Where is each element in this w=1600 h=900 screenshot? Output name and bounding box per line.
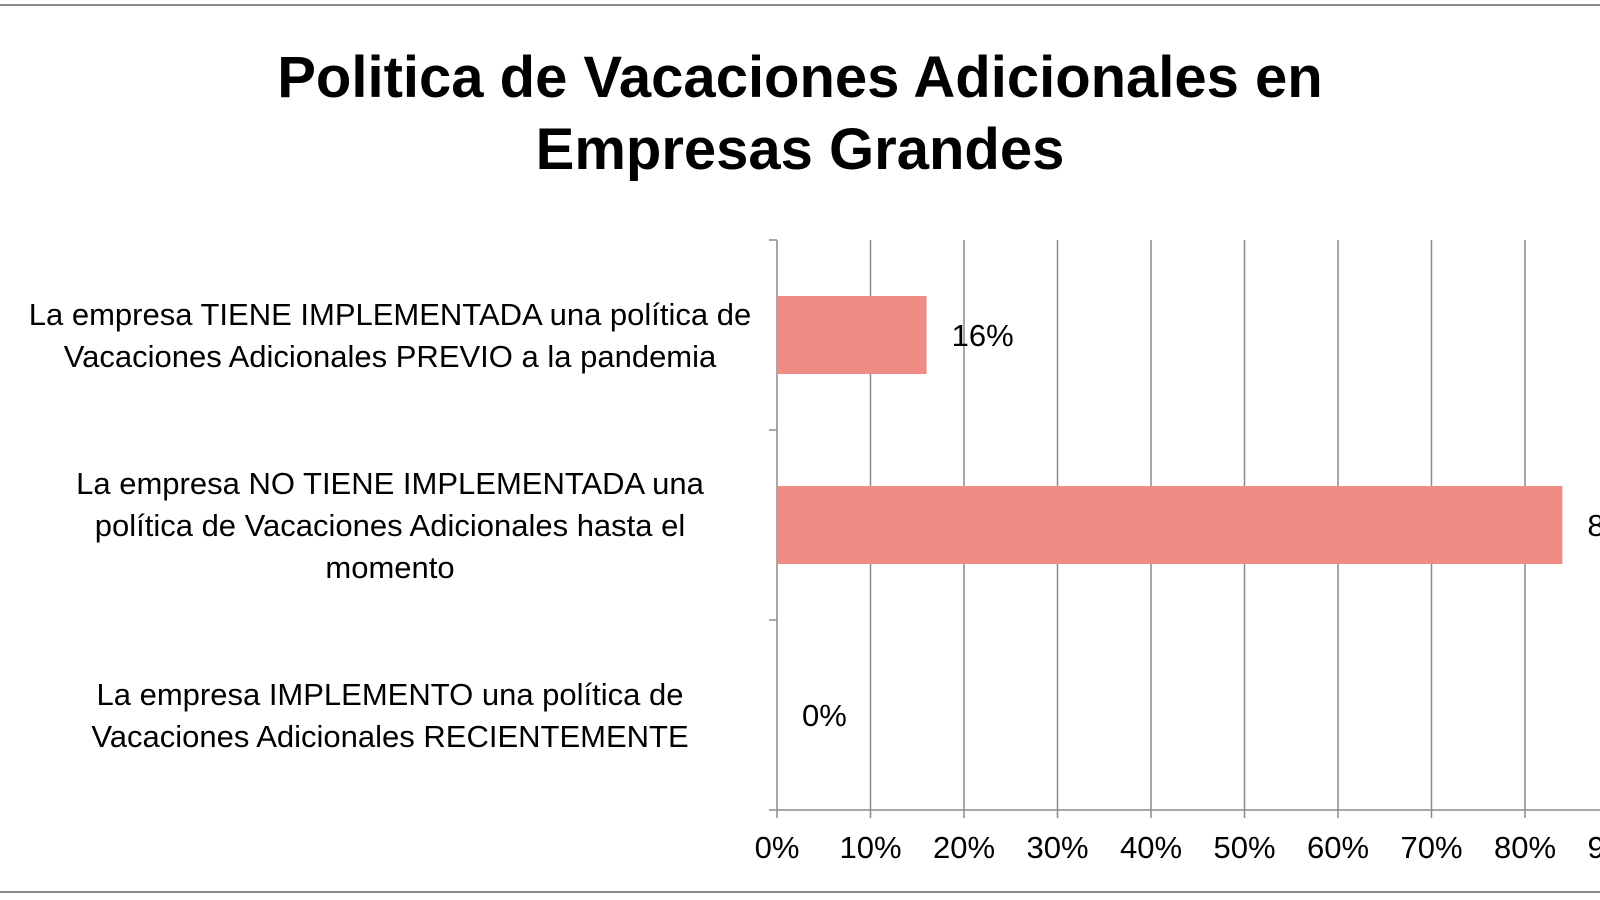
- x-tick-label-6: 60%: [1307, 830, 1369, 865]
- category-labels: La empresa TIENE IMPLEMENTADA una políti…: [29, 297, 752, 754]
- category-label-2: La empresa IMPLEMENTO una política de Vac…: [91, 677, 688, 754]
- chart-title-line-2: Empresas Grandes: [535, 117, 1065, 182]
- category-label-0: La empresa TIENE IMPLEMENTADA una políti…: [29, 297, 752, 374]
- category-label-0-line-0: La empresa TIENE IMPLEMENTADA una políti…: [29, 297, 752, 332]
- x-tick-label-3: 30%: [1026, 830, 1088, 865]
- category-label-1: La empresa NO TIENE IMPLEMENTADA una polí…: [76, 466, 704, 585]
- category-label-1-line-1: política de Vacaciones Adicionales hasta…: [95, 508, 686, 543]
- category-label-2-line-0: La empresa IMPLEMENTO una política de: [97, 677, 684, 712]
- chart-title-line-1: Politica de Vacaciones Adicionales en: [277, 45, 1323, 110]
- x-tick-label-2: 20%: [933, 830, 995, 865]
- category-label-0-line-1: Vacaciones Adicionales PREVIO a la pande…: [64, 339, 717, 374]
- x-tick-label-4: 40%: [1120, 830, 1182, 865]
- x-tick-label-9: 90%: [1587, 830, 1600, 865]
- bars: [777, 296, 1563, 564]
- category-label-1-line-2: momento: [325, 550, 454, 585]
- x-tick-label-5: 50%: [1213, 830, 1275, 865]
- bar-1: [777, 486, 1563, 564]
- category-label-1-line-0: La empresa NO TIENE IMPLEMENTADA una: [76, 466, 704, 501]
- x-tick-label-0: 0%: [755, 830, 800, 865]
- x-tick-label-7: 70%: [1400, 830, 1462, 865]
- x-tick-labels: 0% 10% 20% 30% 40% 50% 60% 70% 80% 90%: [755, 830, 1600, 865]
- data-label-1: 84%: [1587, 508, 1600, 543]
- data-label-2: 0%: [802, 698, 847, 733]
- data-labels: 16% 84% 0%: [802, 318, 1600, 733]
- chart-title: Politica de Vacaciones Adicionales en Em…: [0, 42, 1600, 186]
- frame-bottom-border: [0, 891, 1600, 893]
- category-label-2-line-1: Vacaciones Adicionales RECIENTEMENTE: [91, 719, 688, 754]
- bar-0: [777, 296, 927, 374]
- x-tick-label-1: 10%: [839, 830, 901, 865]
- x-tick-label-8: 80%: [1494, 830, 1556, 865]
- data-label-0: 16%: [952, 318, 1014, 353]
- frame-top-border: [0, 4, 1600, 6]
